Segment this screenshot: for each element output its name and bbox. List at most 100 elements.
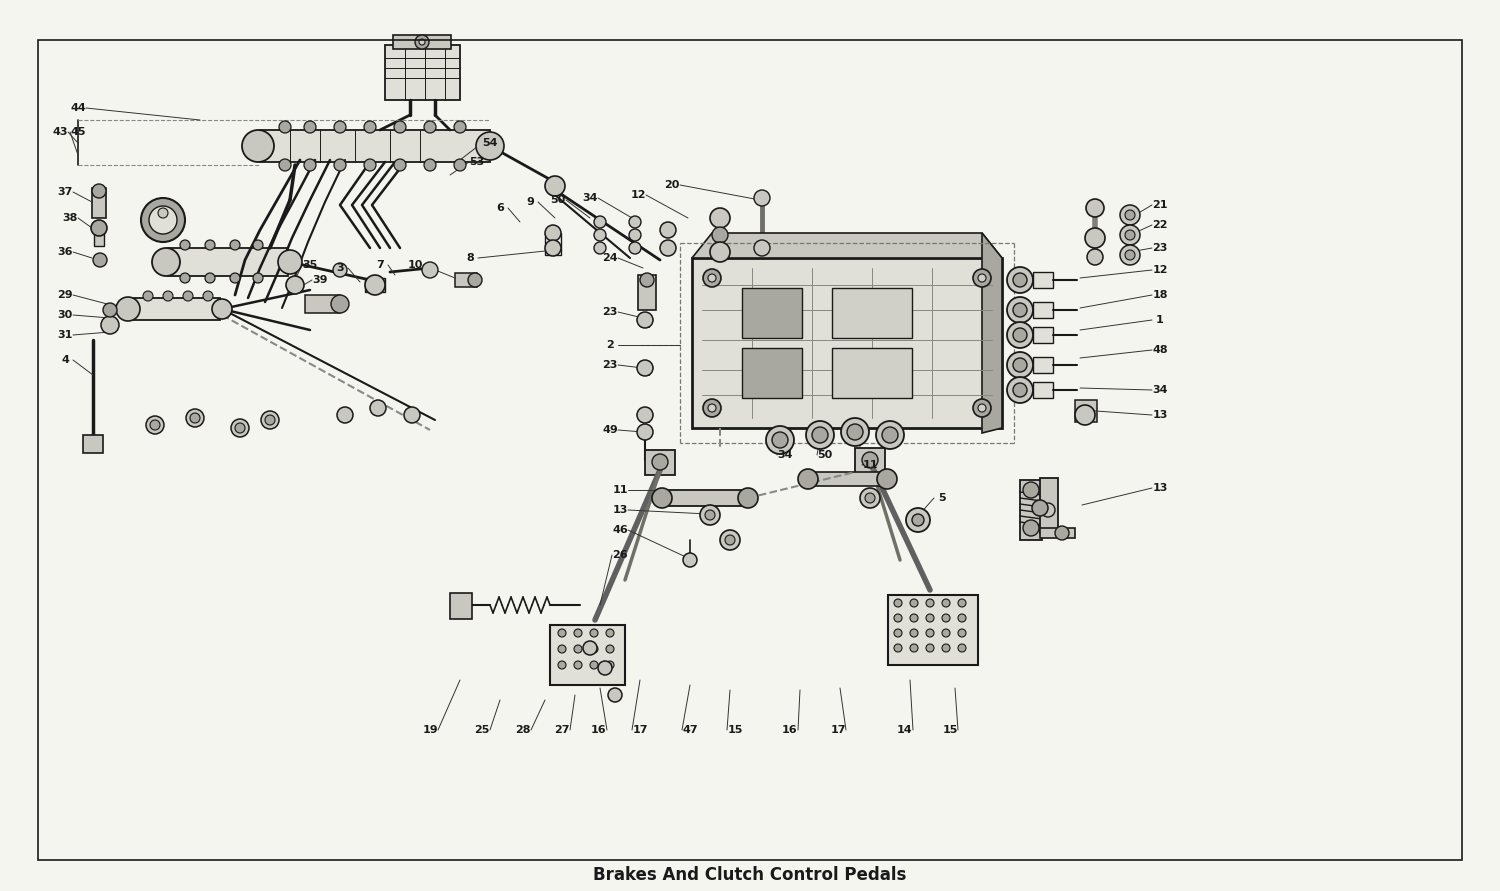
Bar bbox=[364, 278, 386, 292]
Circle shape bbox=[558, 645, 566, 653]
Circle shape bbox=[754, 190, 770, 206]
Text: 14: 14 bbox=[897, 725, 914, 735]
Text: 30: 30 bbox=[57, 310, 72, 320]
Circle shape bbox=[628, 242, 640, 254]
Text: 53: 53 bbox=[470, 157, 484, 167]
Circle shape bbox=[104, 303, 117, 317]
Circle shape bbox=[279, 159, 291, 171]
Text: 3: 3 bbox=[336, 263, 344, 273]
Circle shape bbox=[574, 661, 582, 669]
Circle shape bbox=[558, 661, 566, 669]
Text: 34: 34 bbox=[777, 450, 792, 460]
Circle shape bbox=[882, 427, 898, 443]
Circle shape bbox=[894, 644, 902, 652]
Text: 19: 19 bbox=[422, 725, 438, 735]
Circle shape bbox=[190, 413, 200, 423]
Circle shape bbox=[236, 423, 244, 433]
Circle shape bbox=[766, 426, 794, 454]
Circle shape bbox=[865, 493, 874, 503]
Text: 7: 7 bbox=[376, 260, 384, 270]
Bar bbox=[833, 348, 912, 398]
Text: 35: 35 bbox=[303, 260, 318, 270]
Text: 34: 34 bbox=[1152, 385, 1167, 395]
Circle shape bbox=[638, 360, 652, 376]
Text: 5: 5 bbox=[938, 493, 946, 503]
Circle shape bbox=[812, 427, 828, 443]
Text: 43: 43 bbox=[53, 127, 68, 137]
Circle shape bbox=[958, 629, 966, 637]
Text: 36: 36 bbox=[57, 247, 74, 257]
Circle shape bbox=[242, 130, 274, 162]
Bar bbox=[742, 348, 802, 398]
Circle shape bbox=[608, 688, 622, 702]
Bar bbox=[168, 248, 288, 276]
Polygon shape bbox=[692, 233, 1002, 258]
Circle shape bbox=[652, 454, 668, 470]
Text: 17: 17 bbox=[632, 725, 648, 735]
Circle shape bbox=[404, 407, 420, 423]
Circle shape bbox=[141, 198, 184, 242]
Text: 15: 15 bbox=[728, 725, 742, 735]
Circle shape bbox=[180, 240, 190, 250]
Circle shape bbox=[660, 240, 676, 256]
Text: 13: 13 bbox=[1152, 410, 1167, 420]
Bar bbox=[260, 130, 490, 162]
Circle shape bbox=[842, 418, 868, 446]
Circle shape bbox=[544, 225, 561, 241]
Circle shape bbox=[364, 159, 376, 171]
Circle shape bbox=[628, 216, 640, 228]
Circle shape bbox=[876, 421, 904, 449]
Circle shape bbox=[704, 399, 722, 417]
Circle shape bbox=[116, 297, 140, 321]
Bar bbox=[638, 275, 656, 310]
Text: 11: 11 bbox=[862, 460, 877, 470]
Circle shape bbox=[332, 295, 350, 313]
Circle shape bbox=[468, 273, 482, 287]
Circle shape bbox=[598, 661, 612, 675]
Circle shape bbox=[544, 176, 566, 196]
Bar bbox=[450, 593, 472, 619]
Circle shape bbox=[978, 274, 986, 282]
Bar bbox=[393, 35, 452, 49]
Text: 16: 16 bbox=[591, 725, 608, 735]
Circle shape bbox=[710, 242, 730, 262]
Text: 48: 48 bbox=[1152, 345, 1168, 355]
Circle shape bbox=[1125, 250, 1136, 260]
Bar bbox=[645, 450, 675, 475]
Circle shape bbox=[682, 553, 698, 567]
Circle shape bbox=[1007, 267, 1034, 293]
Circle shape bbox=[370, 400, 386, 416]
Circle shape bbox=[394, 121, 406, 133]
Circle shape bbox=[1007, 297, 1034, 323]
Circle shape bbox=[942, 614, 950, 622]
Circle shape bbox=[92, 184, 106, 198]
Circle shape bbox=[1084, 228, 1106, 248]
Circle shape bbox=[100, 316, 118, 334]
Text: 16: 16 bbox=[782, 725, 798, 735]
Bar bbox=[1076, 400, 1096, 422]
Circle shape bbox=[202, 291, 213, 301]
Circle shape bbox=[574, 629, 582, 637]
Circle shape bbox=[942, 599, 950, 607]
Circle shape bbox=[1032, 500, 1048, 516]
Bar bbox=[1034, 357, 1053, 373]
Circle shape bbox=[1041, 503, 1054, 517]
Circle shape bbox=[1076, 405, 1095, 425]
Text: 11: 11 bbox=[612, 485, 627, 495]
Text: 46: 46 bbox=[612, 525, 628, 535]
Text: 22: 22 bbox=[1152, 220, 1167, 230]
Circle shape bbox=[1013, 328, 1028, 342]
Circle shape bbox=[206, 240, 214, 250]
Text: 38: 38 bbox=[63, 213, 78, 223]
Circle shape bbox=[424, 159, 436, 171]
Circle shape bbox=[862, 452, 877, 468]
Text: 28: 28 bbox=[514, 725, 531, 735]
Circle shape bbox=[638, 424, 652, 440]
Circle shape bbox=[652, 488, 672, 508]
Text: 6: 6 bbox=[496, 203, 504, 213]
Circle shape bbox=[974, 269, 992, 287]
Text: 12: 12 bbox=[1152, 265, 1167, 275]
Circle shape bbox=[454, 121, 466, 133]
Text: 21: 21 bbox=[1152, 200, 1167, 210]
Circle shape bbox=[594, 229, 606, 241]
